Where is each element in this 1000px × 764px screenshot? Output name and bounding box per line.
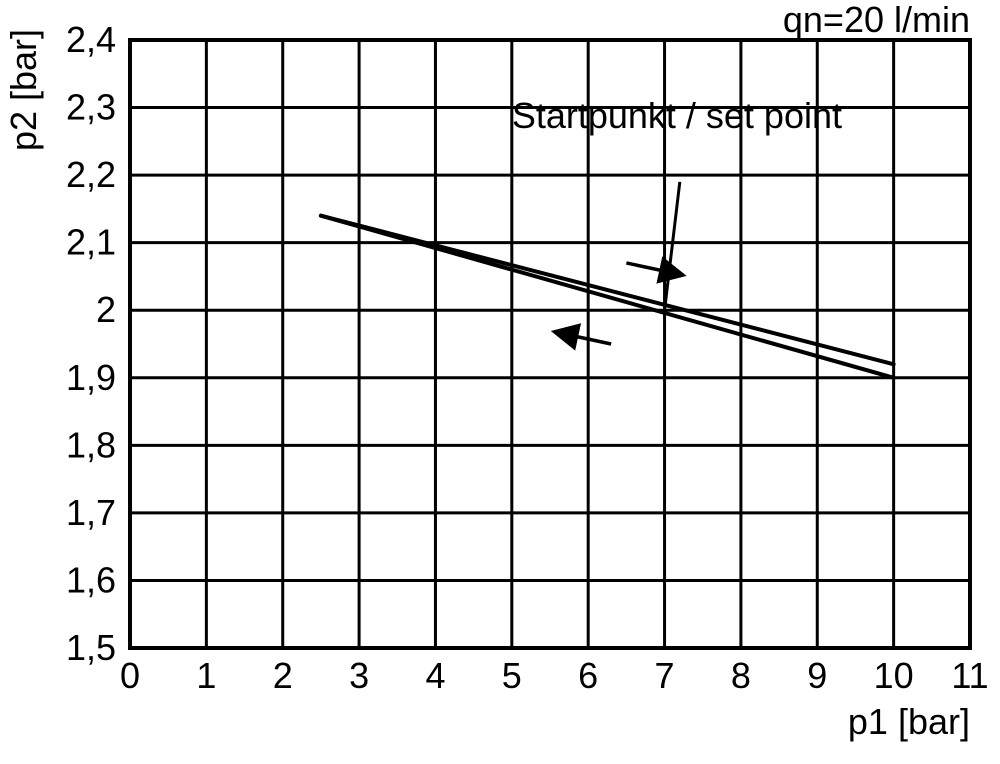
x-tick-label: 8 [731,655,751,696]
x-tick-label: 0 [120,655,140,696]
arrow-right-icon [626,263,679,274]
chart-title: qn=20 l/min [783,0,970,40]
y-tick-label: 2,1 [66,222,116,263]
set-point-leader [665,182,680,310]
x-tick-label: 3 [349,655,369,696]
x-tick-label: 9 [807,655,827,696]
x-tick-label: 1 [196,655,216,696]
y-tick-label: 1,8 [66,424,116,465]
y-tick-label: 2,4 [66,19,116,60]
x-tick-label: 5 [502,655,522,696]
x-tick-label: 6 [578,655,598,696]
chart-series [321,216,894,378]
x-tick-label: 7 [655,655,675,696]
set-point-label: Startpunkt / set point [512,95,842,136]
y-tick-label: 1,6 [66,559,116,600]
y-tick-label: 1,7 [66,492,116,533]
y-tick-label: 2,2 [66,154,116,195]
x-tick-label: 10 [874,655,914,696]
y-tick-label: 2,3 [66,87,116,128]
chart-annotations [558,182,680,344]
pressure-chart: 0 1 2 3 4 5 6 7 8 9 10 11 1,5 1,6 1,7 1,8 1,9 2 2,1 2,2 2,3 2… [0,0,1000,764]
arrow-left-icon [558,333,611,344]
x-axis-label: p1 [bar] [848,701,970,742]
x-tick-label: 11 [951,655,988,696]
y-axis-label: p2 [bar] [3,29,44,151]
y-tick-label: 1,5 [66,627,116,668]
x-tick-label: 2 [273,655,293,696]
x-tick-label: 4 [425,655,445,696]
y-tick-label: 2 [96,289,116,330]
y-tick-label: 1,9 [66,357,116,398]
